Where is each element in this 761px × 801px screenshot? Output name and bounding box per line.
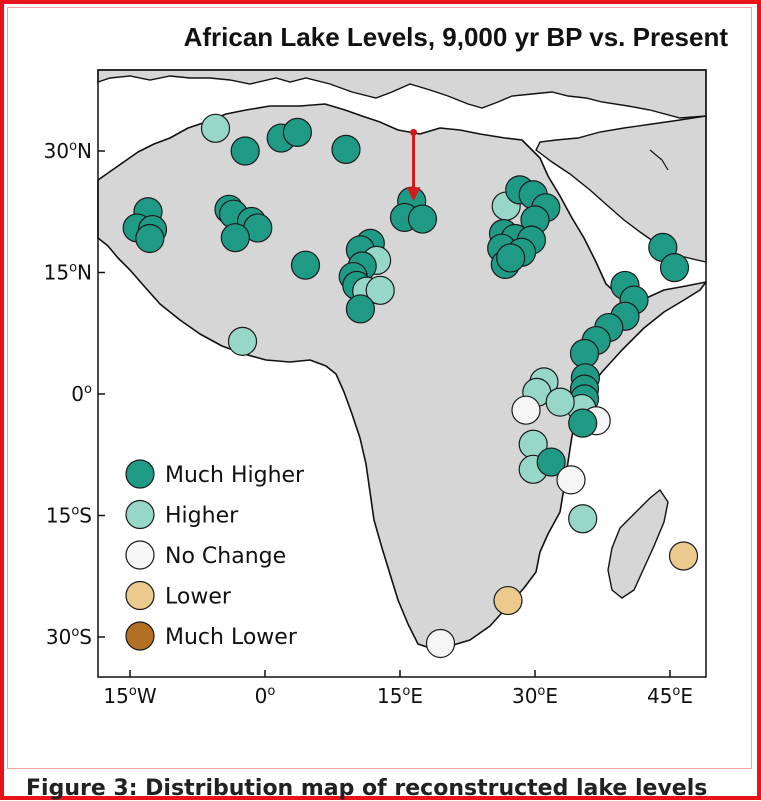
y-tick-label: 15oN <box>44 261 92 285</box>
legend-swatch-much-lower <box>125 621 155 651</box>
madagascar-island <box>607 488 669 599</box>
lake-marker-much-higher <box>345 294 375 324</box>
legend-label: Much Higher <box>165 463 305 488</box>
europe-landmass <box>97 69 707 119</box>
sinai-detail <box>649 149 669 171</box>
legend-label: Lower <box>165 585 232 610</box>
lake-marker-much-higher <box>230 136 260 166</box>
lake-marker-much-higher <box>659 253 690 283</box>
lake-marker-much-higher <box>331 134 361 164</box>
lake-marker-lower <box>668 541 699 571</box>
x-tick-label: 0o <box>255 684 276 708</box>
legend-swatch-no-change <box>125 540 155 570</box>
legend-label: Much Lower <box>165 625 298 650</box>
lake-marker-higher <box>568 504 598 534</box>
lake-marker-lower <box>493 585 523 616</box>
lake-marker-no-change <box>425 628 456 659</box>
map-title: African Lake Levels, 9,000 yr BP vs. Pre… <box>183 22 728 52</box>
lake-marker-higher <box>365 275 395 305</box>
x-tick-label: 30oE <box>512 684 558 708</box>
lake-marker-no-change <box>556 465 586 495</box>
lake-marker-much-higher <box>220 223 250 253</box>
x-tick-label: 45oE <box>647 684 693 708</box>
image-frame <box>7 7 752 769</box>
lake-marker-higher <box>200 113 231 143</box>
lake-marker-higher <box>227 326 258 356</box>
legend-swatch-much-higher <box>125 459 155 489</box>
figure-caption: Figure 3: Distribution map of reconstruc… <box>26 776 708 801</box>
x-tick-label: 15oE <box>377 684 423 708</box>
lake-marker-no-change <box>511 395 541 425</box>
plot-border <box>97 69 707 678</box>
x-tick-label: 15oW <box>103 684 156 708</box>
annotation-arrow-head <box>406 187 421 202</box>
y-tick-label: 0o <box>71 382 92 406</box>
y-tick-label: 30oS <box>46 625 92 649</box>
legend-label: No Change <box>165 544 286 569</box>
lake-marker-much-higher <box>568 408 598 438</box>
lake-marker-much-higher <box>407 204 438 234</box>
lake-marker-much-higher <box>290 250 321 280</box>
y-tick-label: 15oS <box>46 504 92 528</box>
legend-swatch-lower <box>125 580 155 611</box>
lake-marker-much-higher <box>282 117 312 147</box>
lake-marker-much-higher <box>135 223 165 254</box>
legend-swatch-higher <box>125 499 155 530</box>
lake-marker-much-higher <box>496 243 526 273</box>
lake-marker-much-higher <box>536 447 566 477</box>
legend-label: Higher <box>165 504 239 529</box>
lake-marker-higher <box>545 387 575 417</box>
y-tick-label: 30oN <box>44 139 92 163</box>
